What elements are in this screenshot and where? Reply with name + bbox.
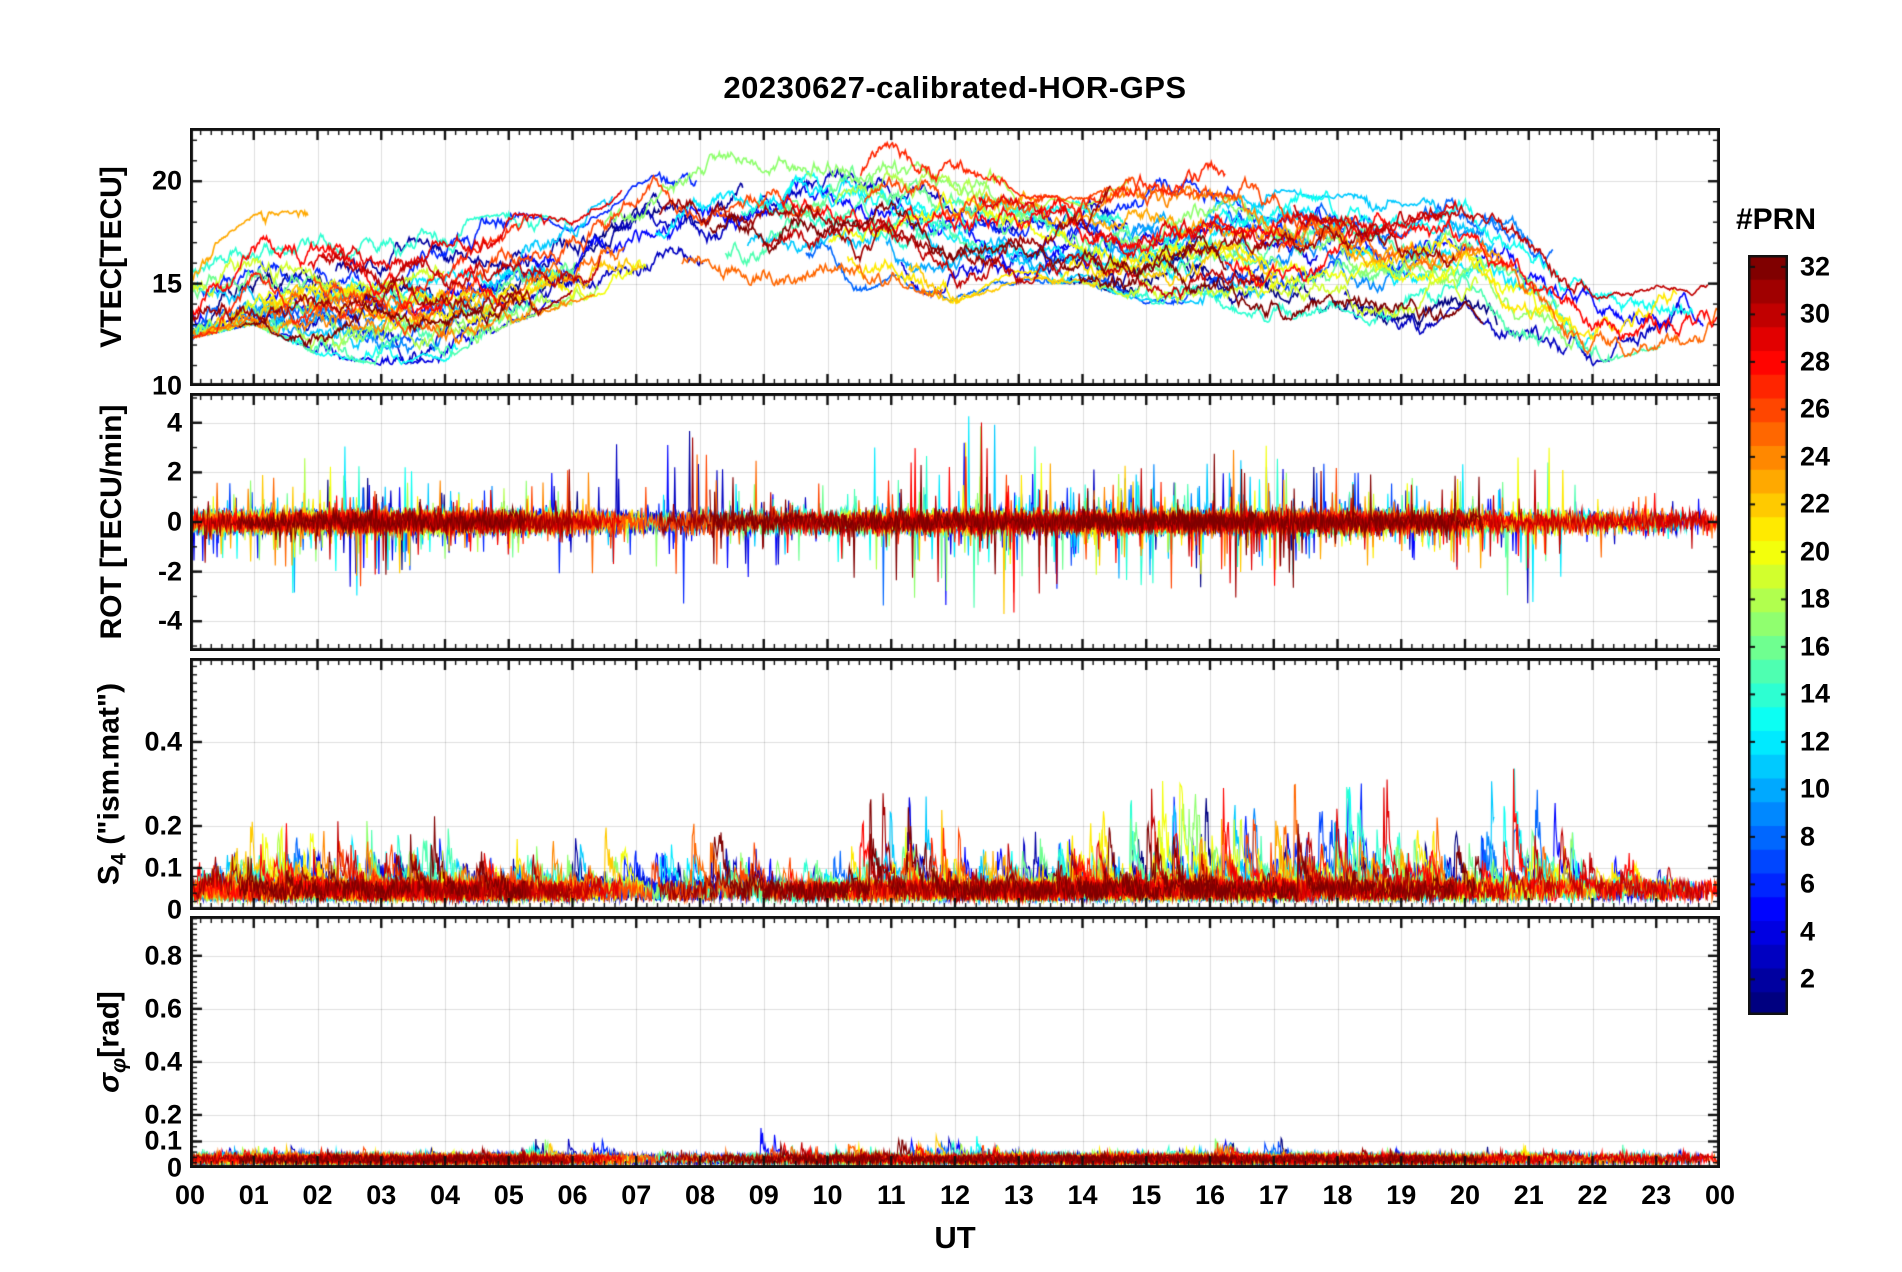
ylabel-vtec: VTEC[TECU] bbox=[95, 166, 129, 348]
x-tick-label: 19 bbox=[1386, 1180, 1417, 1210]
x-tick-label: 21 bbox=[1513, 1180, 1544, 1210]
y-tick-label: 0.8 bbox=[144, 940, 182, 971]
ylabel-rot-text: ROT [TECU/min] bbox=[95, 404, 128, 640]
x-tick-label: 16 bbox=[1194, 1180, 1226, 1210]
y-tick-label: 15 bbox=[151, 268, 182, 299]
y-tick-label: 0 bbox=[166, 1152, 182, 1183]
x-tick-label: 12 bbox=[939, 1180, 971, 1210]
ylabel-sigma-phi: σφ[rad] bbox=[93, 991, 132, 1093]
x-tick-label: 13 bbox=[1003, 1180, 1034, 1210]
figure-title: 20230627-calibrated-HOR-GPS bbox=[723, 70, 1187, 105]
panel-rot: ROT [TECU/min] -4 -2 0 2 4 bbox=[0, 393, 1902, 651]
x-tick-label: 03 bbox=[366, 1180, 397, 1210]
ylabel-s4-rest: ("ism.mat") bbox=[92, 682, 126, 854]
x-tick-label: 05 bbox=[493, 1180, 524, 1210]
x-tick-label: 04 bbox=[429, 1180, 461, 1210]
colorbar: #PRN 2 4 6 8 10 12 14 16 18 20 22 24 26 28 30 32 bbox=[1736, 203, 1902, 1015]
y-tick-label: 0.6 bbox=[144, 993, 182, 1024]
x-tick-label: 00 bbox=[1704, 1180, 1736, 1210]
colorbar-tick-label: 18 bbox=[1800, 583, 1831, 614]
colorbar-tick-label: 16 bbox=[1800, 631, 1831, 662]
y-tick-label: 0 bbox=[166, 894, 182, 925]
y-tick-label: 0.4 bbox=[144, 1046, 182, 1077]
colorbar-tick-label: 2 bbox=[1800, 963, 1816, 994]
ylabel-vtec-text: VTEC[TECU] bbox=[95, 166, 128, 348]
colorbar-tick-label: 6 bbox=[1800, 868, 1816, 899]
y-tick-label: -2 bbox=[157, 556, 182, 587]
x-tick-label: 17 bbox=[1258, 1180, 1289, 1210]
ylabel-sigma-rest: [rad] bbox=[92, 991, 126, 1058]
x-tick-label: 08 bbox=[684, 1180, 716, 1210]
ylabel-s4-base: S bbox=[92, 865, 126, 886]
x-tick-label: 14 bbox=[1067, 1180, 1098, 1210]
colorbar-tick-label: 30 bbox=[1800, 298, 1831, 329]
colorbar-tick-label: 20 bbox=[1800, 536, 1831, 567]
y-tick-label: -4 bbox=[157, 605, 182, 636]
vtec-plot-canvas bbox=[190, 128, 1720, 386]
colorbar-tick-label: 4 bbox=[1800, 916, 1816, 947]
colorbar-tick-label: 24 bbox=[1800, 441, 1831, 472]
colorbar-tick-label: 32 bbox=[1800, 251, 1831, 282]
y-tick-label: 4 bbox=[166, 407, 182, 438]
sigma-phi-plot-canvas bbox=[190, 916, 1720, 1168]
colorbar-canvas bbox=[1748, 255, 1788, 1015]
x-tick-label: 01 bbox=[238, 1180, 269, 1210]
rot-plot-canvas bbox=[190, 393, 1720, 651]
colorbar-tick-label: 26 bbox=[1800, 393, 1831, 424]
y-tick-label: 0.2 bbox=[144, 810, 182, 841]
y-tick-label: 0.1 bbox=[144, 1125, 182, 1156]
y-tick-label: 0.2 bbox=[144, 1099, 182, 1130]
x-tick-label: 00 bbox=[174, 1180, 206, 1210]
y-tick-label: 20 bbox=[151, 165, 182, 196]
s4-plot-canvas bbox=[190, 658, 1720, 910]
ylabel-sigma-sub: φ bbox=[105, 1057, 131, 1073]
colorbar-tick-label: 10 bbox=[1800, 773, 1831, 804]
x-tick-label: 09 bbox=[748, 1180, 779, 1210]
ylabel-s4: S4 ("ism.mat") bbox=[93, 683, 132, 885]
panel-s4: S4 ("ism.mat") 0 0.1 0.2 0.4 bbox=[0, 658, 1902, 925]
x-tick-label: 18 bbox=[1322, 1180, 1353, 1210]
colorbar-title: #PRN bbox=[1735, 203, 1817, 236]
colorbar-tick-label: 22 bbox=[1800, 488, 1831, 519]
x-tick-label: 23 bbox=[1641, 1180, 1672, 1210]
x-axis-label: UT bbox=[934, 1220, 976, 1255]
x-tick-label: 02 bbox=[302, 1180, 333, 1210]
x-tick-label: 15 bbox=[1131, 1180, 1162, 1210]
x-tick-label: 10 bbox=[812, 1180, 843, 1210]
panel-sigma-phi: σφ[rad] 0 0.1 0.2 0.4 0.6 0.8 bbox=[0, 916, 1902, 1183]
ylabel-sigma-base: σ bbox=[92, 1072, 126, 1093]
x-tick-label: 22 bbox=[1577, 1180, 1608, 1210]
ylabel-s4-sub: 4 bbox=[105, 853, 131, 866]
x-tick-label: 07 bbox=[621, 1180, 652, 1210]
y-tick-label: 2 bbox=[166, 456, 182, 487]
y-tick-label: 10 bbox=[151, 370, 182, 401]
panel-vtec: VTEC[TECU] 10 15 20 bbox=[0, 128, 1902, 401]
colorbar-tick-label: 12 bbox=[1800, 726, 1831, 757]
colorbar-tick-label: 8 bbox=[1800, 821, 1816, 852]
y-tick-label: 0.4 bbox=[144, 726, 182, 757]
y-tick-label: 0 bbox=[166, 506, 182, 537]
y-tick-label: 0.1 bbox=[144, 852, 182, 883]
ylabel-rot: ROT [TECU/min] bbox=[95, 405, 129, 640]
colorbar-tick-label: 14 bbox=[1800, 678, 1831, 709]
x-tick-label: 06 bbox=[557, 1180, 588, 1210]
colorbar-tick-label: 28 bbox=[1800, 346, 1831, 377]
x-tick-label: 11 bbox=[876, 1180, 906, 1210]
x-tick-label: 20 bbox=[1449, 1180, 1481, 1210]
